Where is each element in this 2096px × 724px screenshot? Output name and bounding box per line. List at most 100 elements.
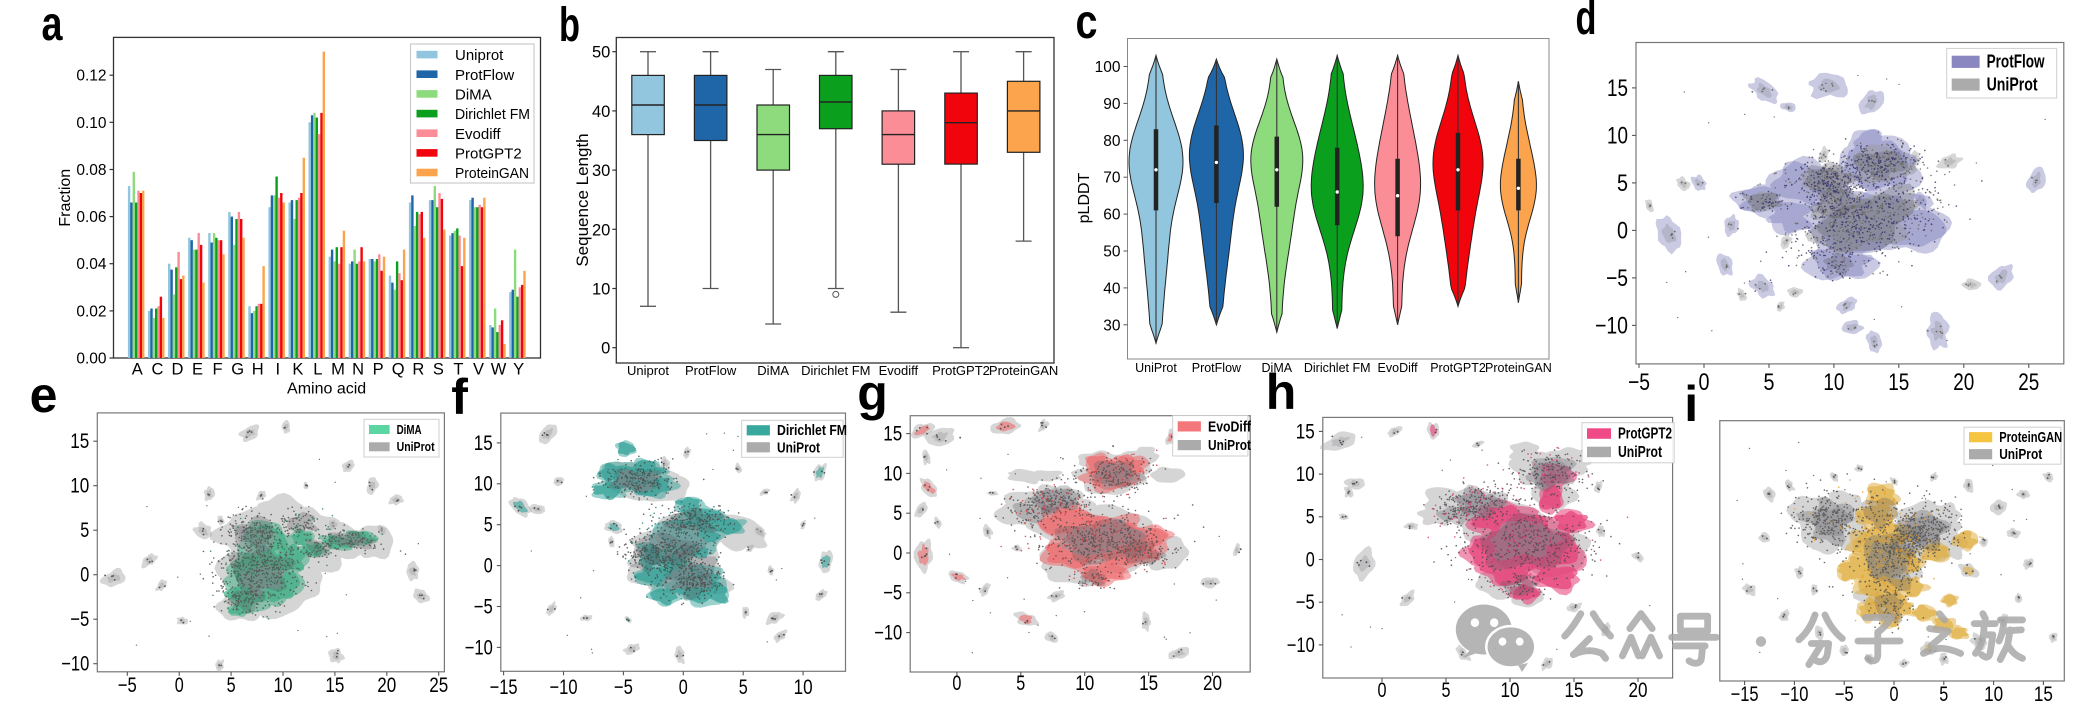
svg-text:5: 5 — [80, 519, 89, 542]
svg-text:−10: −10 — [874, 622, 902, 645]
svg-text:−10: −10 — [61, 653, 89, 676]
svg-text:15: 15 — [1139, 672, 1158, 695]
svg-text:5: 5 — [1939, 683, 1948, 706]
svg-text:Dirichlet FM: Dirichlet FM — [801, 363, 870, 378]
svg-text:5: 5 — [1442, 679, 1451, 702]
svg-text:10: 10 — [1984, 683, 2003, 706]
svg-text:0: 0 — [679, 676, 688, 699]
svg-text:50: 50 — [1103, 244, 1121, 261]
svg-text:e: e — [30, 367, 58, 423]
svg-text:0: 0 — [1378, 679, 1387, 702]
svg-text:−5: −5 — [1606, 265, 1628, 292]
svg-text:Q: Q — [392, 361, 405, 379]
svg-text:20: 20 — [1953, 369, 1974, 396]
svg-text:C: C — [151, 361, 163, 379]
svg-text:DiMA: DiMA — [455, 87, 492, 104]
svg-text:g: g — [857, 365, 888, 421]
svg-text:b: b — [559, 0, 580, 52]
svg-text:Evodiff: Evodiff — [879, 363, 919, 378]
svg-text:15: 15 — [1607, 75, 1628, 102]
svg-text:L: L — [313, 361, 322, 379]
svg-text:15: 15 — [474, 432, 493, 455]
svg-text:ProtFlow: ProtFlow — [455, 67, 514, 84]
svg-text:20: 20 — [592, 221, 610, 239]
svg-text:0: 0 — [893, 542, 902, 565]
svg-text:−10: −10 — [550, 676, 578, 699]
svg-text:ProteinGAN: ProteinGAN — [1485, 361, 1552, 375]
svg-text:h: h — [1266, 364, 1297, 420]
svg-text:10: 10 — [794, 676, 813, 699]
svg-text:10: 10 — [1607, 122, 1628, 149]
svg-text:Dirichlet FM: Dirichlet FM — [777, 422, 847, 439]
svg-text:20: 20 — [377, 674, 396, 697]
svg-text:ProtFlow: ProtFlow — [685, 363, 737, 378]
svg-text:I: I — [276, 361, 281, 379]
svg-text:0.10: 0.10 — [76, 115, 107, 132]
svg-text:60: 60 — [1103, 207, 1121, 224]
svg-text:5: 5 — [1617, 170, 1628, 197]
svg-text:70: 70 — [1103, 170, 1121, 187]
svg-text:15: 15 — [883, 423, 902, 446]
svg-text:40: 40 — [1103, 280, 1121, 297]
svg-text:−5: −5 — [883, 582, 902, 605]
svg-text:10: 10 — [1823, 369, 1844, 396]
svg-text:A: A — [132, 361, 143, 379]
svg-text:ProtFlow: ProtFlow — [1987, 52, 2046, 72]
svg-text:30: 30 — [1103, 317, 1121, 334]
svg-text:0.12: 0.12 — [76, 68, 106, 85]
svg-text:ProteinGAN: ProteinGAN — [1999, 429, 2062, 446]
svg-text:Uniprot: Uniprot — [455, 47, 504, 64]
svg-text:10: 10 — [474, 473, 493, 496]
svg-text:5: 5 — [1016, 672, 1025, 695]
svg-text:10: 10 — [70, 475, 89, 498]
svg-text:0: 0 — [601, 340, 610, 358]
svg-text:−5: −5 — [1835, 683, 1854, 706]
svg-text:W: W — [491, 361, 507, 379]
svg-text:H: H — [252, 361, 264, 379]
svg-text:5: 5 — [893, 502, 902, 525]
svg-text:Fraction: Fraction — [57, 169, 74, 227]
svg-text:ProteinGAN: ProteinGAN — [989, 363, 1058, 378]
svg-text:UniProt: UniProt — [1999, 446, 2042, 463]
svg-text:G: G — [231, 361, 244, 379]
svg-text:−15: −15 — [490, 676, 518, 699]
svg-text:i: i — [1684, 376, 1698, 432]
svg-text:−5: −5 — [1628, 369, 1650, 396]
svg-text:40: 40 — [592, 103, 610, 121]
svg-text:ProtGPT2: ProtGPT2 — [1618, 426, 1672, 443]
svg-text:d: d — [1576, 0, 1597, 45]
svg-text:10: 10 — [1296, 463, 1315, 486]
svg-text:15: 15 — [70, 430, 89, 453]
svg-text:15: 15 — [325, 674, 344, 697]
svg-text:100: 100 — [1095, 59, 1121, 76]
svg-text:−5: −5 — [614, 676, 633, 699]
svg-text:E: E — [192, 361, 203, 379]
svg-text:UniProt: UniProt — [1208, 437, 1251, 454]
svg-text:EvoDiff: EvoDiff — [1378, 361, 1419, 375]
svg-text:0.08: 0.08 — [76, 162, 106, 179]
svg-text:Sequence Length: Sequence Length — [573, 133, 592, 266]
svg-text:0.00: 0.00 — [76, 351, 107, 368]
svg-text:N: N — [352, 361, 364, 379]
svg-text:0.04: 0.04 — [76, 256, 107, 273]
svg-text:UniProt: UniProt — [1987, 75, 2038, 95]
svg-text:10: 10 — [1501, 679, 1520, 702]
svg-text:10: 10 — [592, 281, 610, 299]
svg-text:15: 15 — [1565, 679, 1584, 702]
svg-text:Uniprot: Uniprot — [627, 363, 669, 378]
svg-text:EvoDiff: EvoDiff — [1208, 418, 1252, 435]
svg-text:20: 20 — [1629, 679, 1648, 702]
svg-text:DiMA: DiMA — [397, 422, 422, 437]
svg-text:P: P — [373, 361, 384, 379]
svg-text:Evodiff: Evodiff — [455, 126, 501, 143]
svg-text:0: 0 — [484, 555, 493, 578]
svg-text:UniProt: UniProt — [1618, 444, 1662, 461]
svg-text:c: c — [1076, 0, 1098, 49]
svg-text:0: 0 — [952, 672, 961, 695]
svg-text:0: 0 — [80, 564, 89, 587]
svg-text:0: 0 — [1306, 548, 1315, 571]
svg-text:−5: −5 — [474, 595, 493, 618]
svg-text:S: S — [433, 361, 444, 379]
svg-text:5: 5 — [1764, 369, 1775, 396]
svg-text:ProteinGAN: ProteinGAN — [455, 165, 529, 182]
